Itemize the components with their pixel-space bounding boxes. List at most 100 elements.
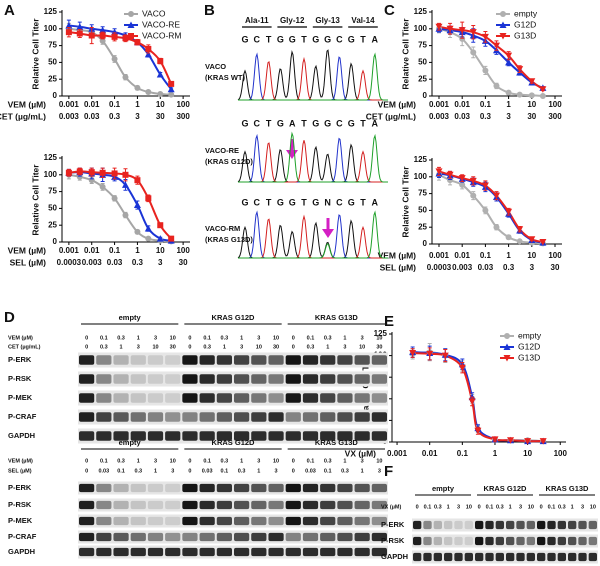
x-axis-label: VX (µM): [345, 448, 377, 458]
data-point: [134, 39, 141, 46]
x2-tick-label: 300: [176, 112, 190, 121]
band: [423, 520, 432, 530]
y-tick-label: 50: [418, 206, 427, 215]
data-point: [99, 169, 106, 176]
band: [96, 431, 112, 441]
band: [285, 483, 301, 493]
dose-value: 30: [376, 344, 382, 350]
y-tick-label: 100: [44, 170, 58, 179]
dose-value: 0: [188, 335, 191, 341]
dose-value: 0: [478, 504, 481, 510]
band: [79, 532, 95, 542]
band: [454, 520, 463, 530]
band: [79, 516, 95, 526]
data-point: [441, 352, 449, 360]
data-point: [134, 177, 141, 184]
band: [285, 412, 301, 422]
band: [79, 500, 95, 510]
series-line: [68, 27, 172, 96]
x2-tick-label: 30: [527, 112, 536, 121]
base-call: G: [241, 197, 248, 207]
dose-value: 3: [275, 468, 278, 474]
data-point: [482, 67, 489, 74]
trace: [238, 210, 388, 259]
band: [285, 516, 301, 526]
band: [147, 516, 164, 526]
data-point: [459, 181, 466, 188]
band: [113, 393, 129, 403]
band: [182, 500, 198, 510]
band: [371, 355, 387, 365]
trace: [238, 56, 388, 101]
trace: [238, 52, 388, 101]
series-line: [68, 24, 172, 90]
band: [234, 412, 250, 422]
dose-value: 0.3: [238, 468, 246, 474]
band: [113, 547, 129, 557]
base-call: T: [360, 34, 366, 44]
band: [320, 412, 336, 422]
band: [337, 483, 353, 493]
band: [516, 536, 525, 546]
base-call: G: [348, 34, 355, 44]
band: [268, 547, 284, 557]
data-point: [65, 21, 73, 29]
trace: [238, 131, 388, 183]
band: [320, 355, 336, 365]
dose-value: 0.1: [117, 468, 125, 474]
dose-value: 1: [137, 458, 140, 464]
band: [444, 552, 453, 562]
x-axis-label: VEM (µM): [378, 250, 417, 260]
dose-value: 10: [528, 504, 534, 510]
data-point: [65, 29, 72, 36]
data-point: [516, 66, 524, 73]
data-point: [122, 212, 129, 219]
data-point: [493, 224, 500, 231]
data-point: [492, 42, 500, 50]
y-tick-label: 100: [44, 24, 58, 33]
band: [337, 374, 353, 384]
y-tick-label: 100: [414, 24, 428, 33]
data-point: [426, 350, 434, 358]
dose-value: 1: [509, 504, 512, 510]
band: [182, 547, 198, 557]
band: [320, 532, 336, 542]
band: [371, 500, 387, 510]
codon-label: Gly-12: [280, 16, 305, 25]
band: [199, 483, 215, 493]
band: [464, 520, 473, 530]
data-point: [481, 33, 489, 41]
band: [302, 532, 319, 542]
dose-value: 1: [240, 458, 243, 464]
x-tick-label: 1: [506, 251, 511, 260]
band: [216, 431, 232, 441]
dose-value: 0.1: [486, 504, 494, 510]
y-axis-label: Relative Cell Titer: [30, 18, 40, 90]
band: [234, 393, 250, 403]
band: [199, 393, 215, 403]
base-call: G: [277, 197, 284, 207]
band: [302, 431, 319, 441]
dose-value: 0: [188, 344, 191, 350]
protein-label: P-RSK: [381, 536, 405, 545]
legend-label: VACO-RE: [142, 19, 180, 29]
band: [475, 552, 484, 562]
data-point: [168, 235, 175, 242]
data-point: [474, 427, 482, 435]
group-label: KRAS G13D: [546, 484, 590, 493]
group-label: KRAS G12D: [484, 484, 528, 493]
base-call: G: [312, 34, 319, 44]
dose-value: 1: [137, 335, 140, 341]
data-point: [524, 438, 532, 445]
y-tick-label: 125: [414, 7, 428, 16]
data-point: [539, 238, 547, 246]
data-point: [111, 170, 118, 177]
data-point: [492, 192, 500, 200]
band: [216, 393, 232, 403]
legend-label: empty: [518, 330, 542, 340]
x-tick-label: 100: [554, 449, 568, 458]
band: [199, 516, 215, 526]
data-point: [122, 35, 129, 42]
band: [216, 500, 232, 510]
